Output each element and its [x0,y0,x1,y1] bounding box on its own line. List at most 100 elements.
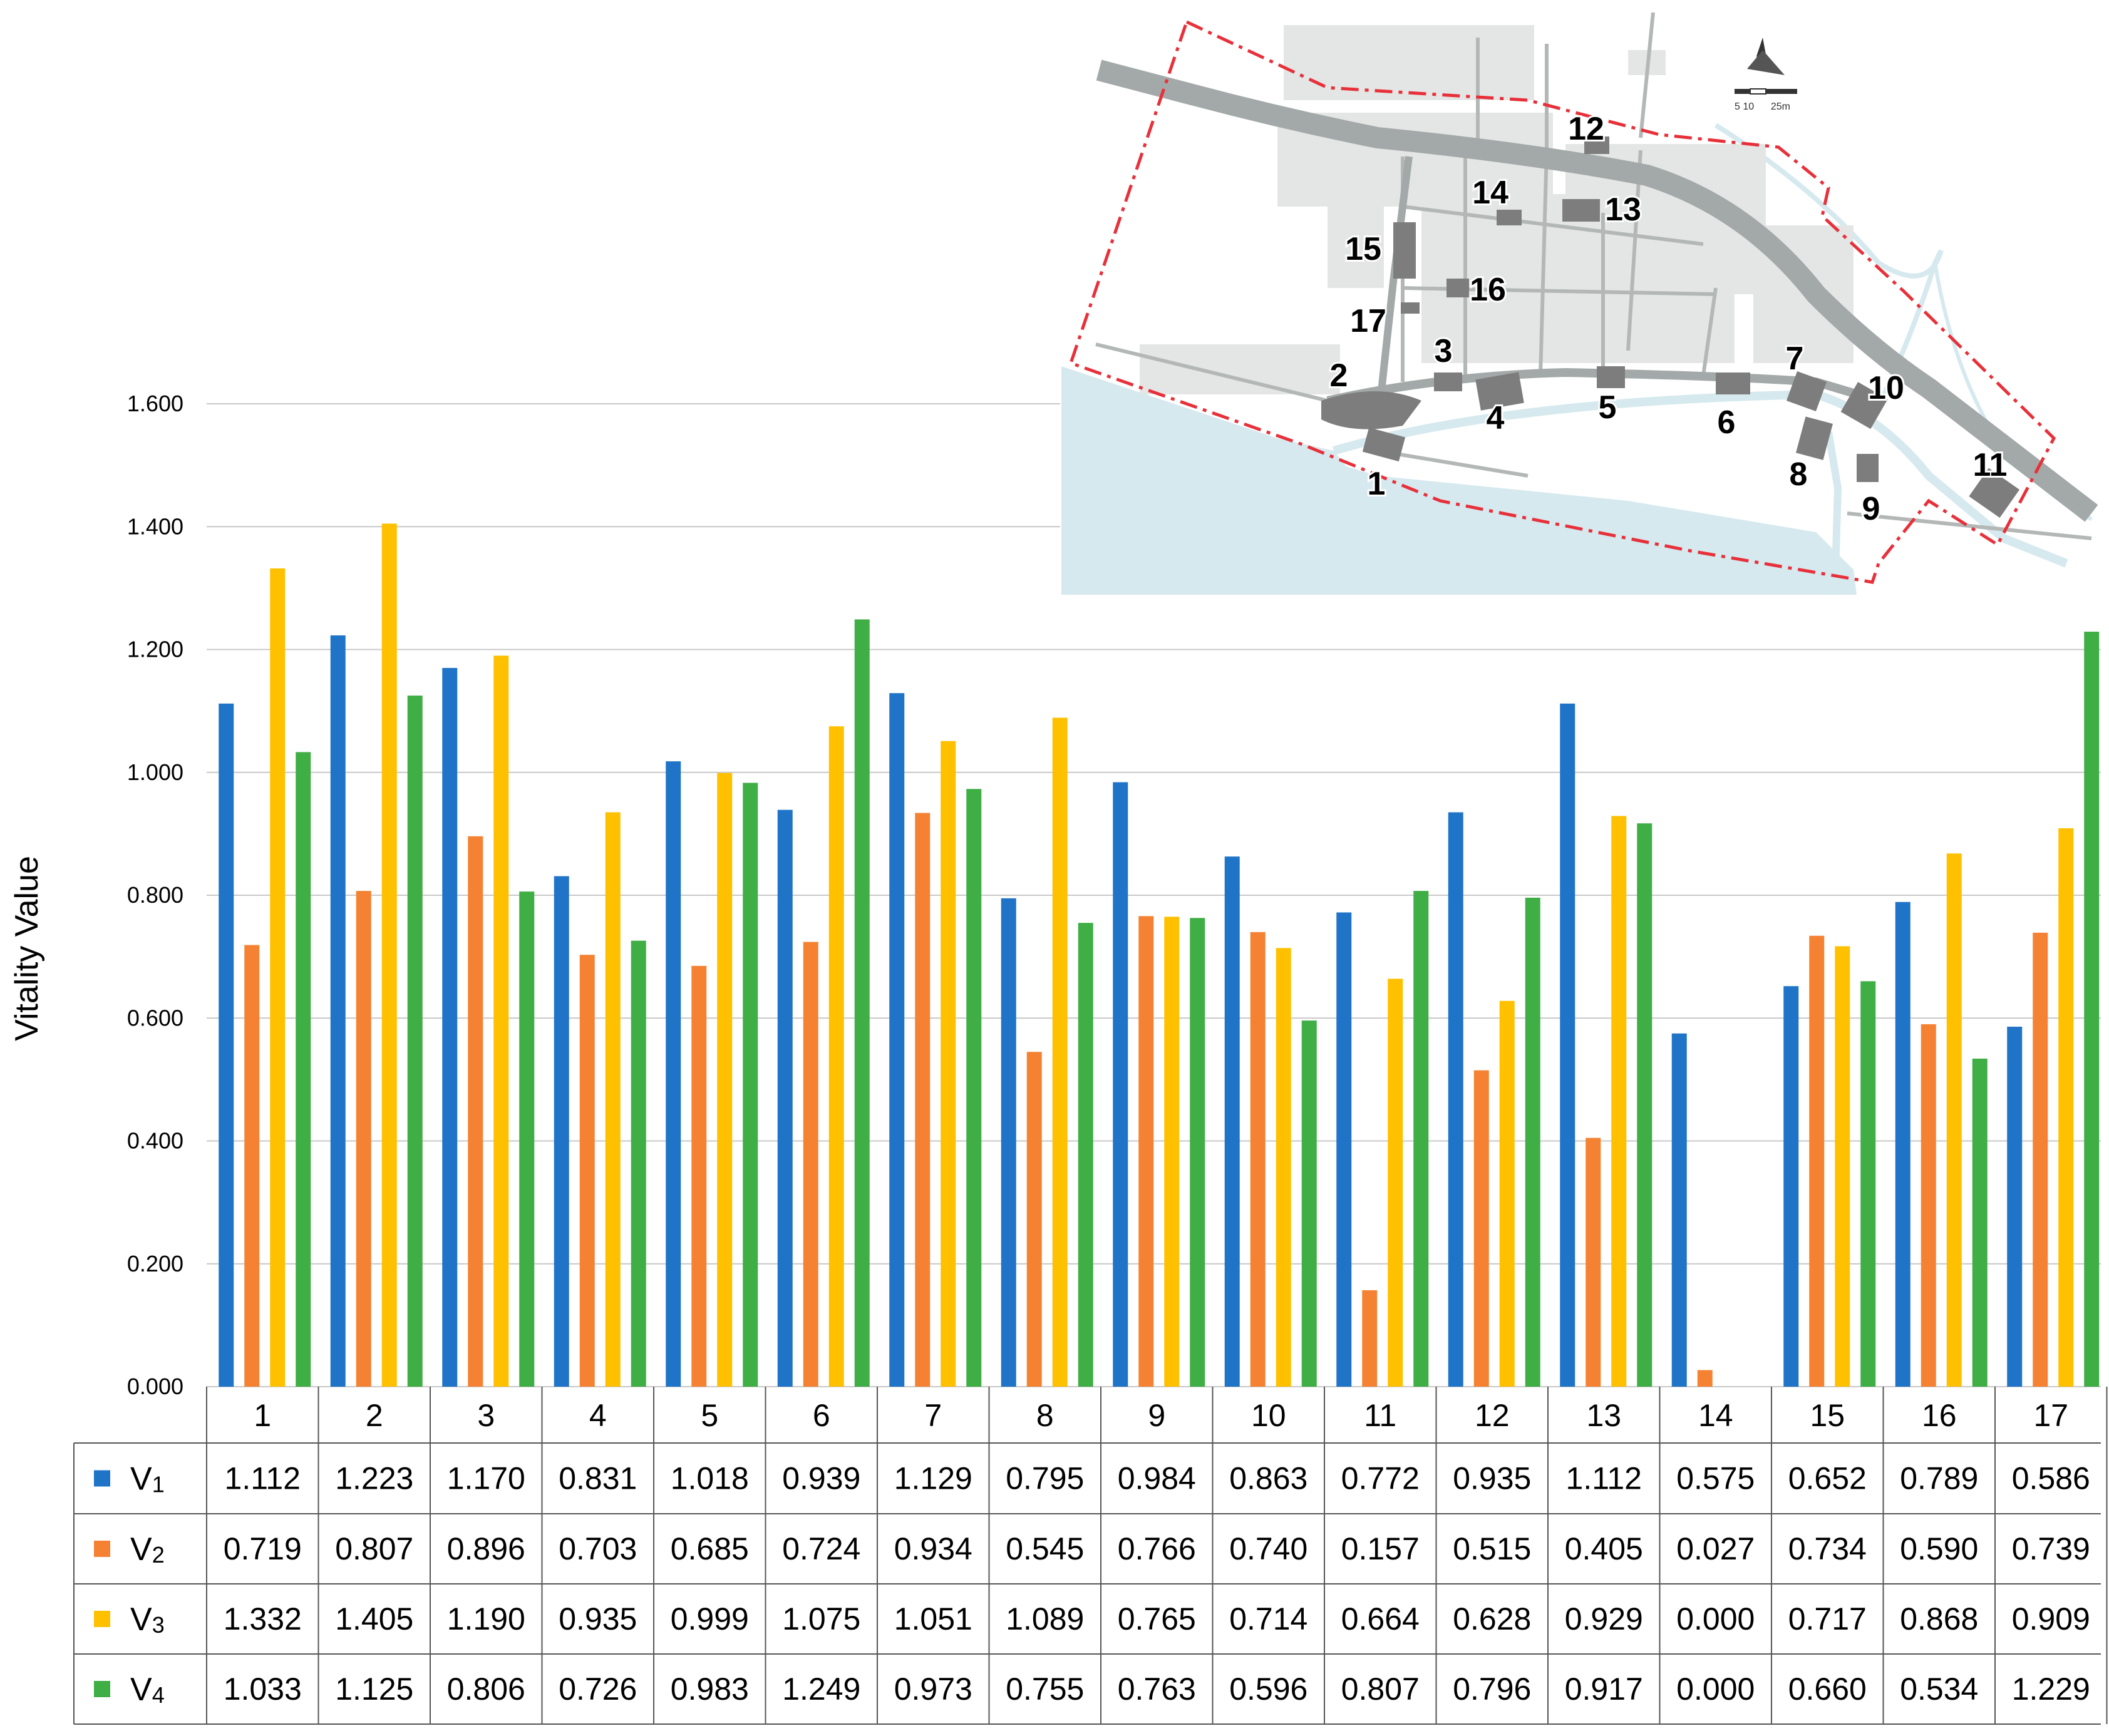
table-cell-value: 0.719 [224,1531,302,1566]
bar-v4 [1972,1059,1988,1387]
legend-swatch [94,1681,110,1697]
table-cell-value: 0.789 [1900,1461,1978,1496]
bar-v1 [1783,986,1799,1387]
bar-v3 [1611,816,1627,1387]
table-cell-value: 1.190 [447,1601,525,1636]
bar-v2 [1138,916,1154,1387]
category-label: 13 [1586,1398,1621,1433]
site-label: 11 [1973,447,2008,483]
category-label: 3 [477,1398,495,1433]
table-cell-value: 0.652 [1788,1461,1867,1496]
bar-v2 [1586,1138,1601,1387]
table-cell-value: 1.112 [1566,1461,1642,1496]
table-cell-value: 1.033 [224,1672,302,1707]
table-cell-value: 0.515 [1453,1531,1531,1566]
y-axis-ticks: 0.000 0.200 0.400 0.600 0.800 1.000 1.200 1.400… [127,391,183,1399]
table-cell-value: 0.806 [447,1672,525,1707]
bar-v2 [244,945,260,1387]
y-tick-label: 1.200 [127,637,183,662]
stream-water-north [1714,123,1944,408]
table-cell-value: 0.724 [782,1531,860,1566]
table-cell-value: 0.575 [1676,1461,1755,1496]
table-cell-value: 1.229 [2012,1672,2090,1707]
table-cell-value: 0.929 [1565,1601,1643,1636]
category-label: 15 [1810,1398,1845,1433]
bar-v1 [1336,912,1352,1387]
bar-v4 [2084,632,2100,1387]
bar-v4 [1078,923,1093,1387]
category-label: 11 [1364,1398,1396,1433]
table-cell-value: 0.596 [1229,1672,1307,1707]
table-cell-value: 0.772 [1341,1461,1420,1496]
site-label: 14 [1472,175,1508,211]
y-tick-label: 0.800 [127,882,183,908]
site-label: 1 [1368,466,1386,502]
table-cell-value: 0.807 [335,1531,413,1566]
table-cell-value: 0.973 [894,1672,972,1707]
bar-v3 [2058,828,2074,1387]
table-cell-value: 0.807 [1341,1672,1420,1707]
table-cell-value: 0.763 [1118,1672,1196,1707]
table-cell-value: 0.935 [559,1601,637,1636]
legend-swatch [94,1541,110,1557]
table-cell-value: 0.984 [1118,1461,1196,1496]
category-label: 5 [701,1398,718,1433]
table-cell-value: 0.934 [894,1531,972,1566]
y-tick-label: 1.000 [127,759,183,785]
y-tick-label: 1.600 [127,391,183,416]
bar-v1 [1448,812,1463,1387]
table-cell-value: 0.660 [1788,1672,1867,1707]
y-tick-label: 0.200 [127,1251,183,1276]
legend-label: V4 [130,1672,165,1708]
table-cell-value: 1.112 [225,1461,301,1496]
legend-label: V3 [130,1601,165,1638]
legend-label: V2 [130,1531,165,1568]
bar-v4 [1637,823,1653,1387]
bar-v2 [468,836,483,1387]
table-cell-value: 0.703 [559,1531,637,1566]
bars [219,523,2100,1387]
table-cell-value: 0.534 [1900,1672,1978,1707]
bar-v4 [1413,891,1429,1387]
site-buildings [1321,136,2020,518]
table-cell-value: 1.223 [335,1461,413,1496]
riverside-road [1326,367,1880,405]
bar-v1 [2007,1026,2023,1387]
bar-v2 [356,891,371,1387]
bar-v3 [1276,948,1291,1387]
building-blocks [1140,25,1854,394]
bar-v3 [717,773,733,1387]
table-cell-value: 1.129 [894,1461,972,1496]
category-label: 10 [1251,1398,1286,1433]
bar-v3 [1388,978,1403,1387]
bar-v2 [1697,1370,1713,1387]
y-tick-label: 1.400 [127,513,183,539]
legend-name: V [130,1461,152,1497]
table-cell-value: 1.125 [335,1672,413,1707]
site-label: 10 [1868,370,1904,406]
table-cell-value: 1.332 [224,1601,302,1636]
bar-v1 [1560,703,1575,1387]
bar-v4 [1301,1020,1317,1387]
y-tick-label: 0.400 [127,1128,183,1154]
study-area-boundary [1068,19,2056,584]
site-label: 12 [1568,111,1604,147]
category-label: 17 [2033,1398,2068,1433]
table-cell-value: 0.896 [447,1531,525,1566]
table-cell-value: 0.765 [1118,1601,1196,1636]
table-cell-value: 0.917 [1565,1672,1643,1707]
bar-v1 [1224,856,1240,1387]
bar-v4 [743,783,758,1387]
table-cell-value: 0.863 [1229,1461,1307,1496]
table-cell-value: 0.000 [1676,1601,1755,1636]
bar-v1 [1113,782,1128,1387]
y-tick-label: 0.000 [127,1374,183,1399]
bar-v2 [579,955,595,1387]
bar-v1 [777,809,793,1387]
table-cell-value: 0.685 [671,1531,749,1566]
table-cell-value: 0.157 [1341,1531,1420,1566]
bar-v3 [1499,1000,1515,1387]
scale-label: 5 10 25m [1735,101,1790,112]
table-cell-value: 0.000 [1676,1672,1755,1707]
